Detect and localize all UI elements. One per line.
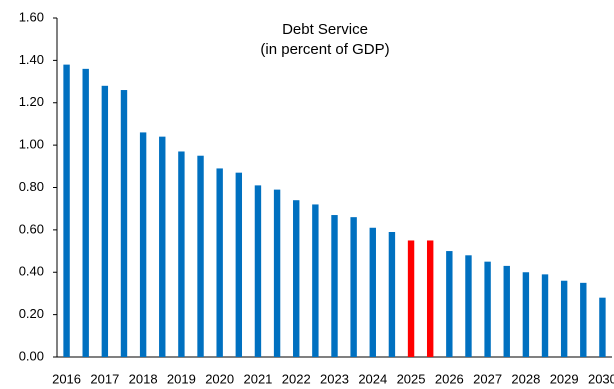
y-tick-label: 0.20 (19, 306, 44, 321)
y-tick-label: 0.80 (19, 179, 44, 194)
x-tick-label: 2018 (129, 371, 158, 386)
bar (599, 297, 606, 357)
x-tick-label: 2028 (511, 371, 540, 386)
x-tick-label: 2026 (435, 371, 464, 386)
y-tick-label: 0.40 (19, 264, 44, 279)
x-tick-label: 2016 (52, 371, 81, 386)
bar (139, 132, 147, 357)
bar (82, 68, 89, 357)
bar (560, 280, 568, 357)
chart-subtitle: (in percent of GDP) (260, 41, 389, 58)
bar (235, 172, 243, 357)
bar (273, 189, 281, 357)
bar (541, 274, 549, 357)
x-tick-label: 2022 (282, 371, 311, 386)
bar (388, 231, 396, 357)
bar (197, 155, 204, 357)
bar (446, 251, 453, 357)
bar (465, 255, 472, 357)
x-tick-label: 2025 (397, 371, 426, 386)
y-tick-label: 1.40 (19, 52, 44, 67)
bar (407, 240, 415, 357)
x-tick-label: 2017 (90, 371, 119, 386)
x-tick-label: 2023 (320, 371, 349, 386)
x-tick-label: 2024 (358, 371, 387, 386)
x-tick-label: 2019 (167, 371, 196, 386)
bar (312, 204, 319, 357)
x-tick-label: 2020 (205, 371, 234, 386)
y-tick-label: 0.60 (19, 221, 44, 236)
bar (331, 215, 338, 357)
y-tick-label: 1.20 (19, 94, 44, 109)
bar (350, 217, 357, 357)
bar (426, 240, 434, 357)
bar (503, 265, 510, 357)
bar (293, 200, 300, 357)
chart-title: Debt Service (282, 21, 368, 38)
bar (484, 261, 491, 357)
bar (580, 282, 587, 357)
bar (159, 136, 166, 357)
bar (254, 185, 262, 357)
bar (101, 85, 109, 358)
y-tick-label: 0.00 (19, 348, 44, 363)
bar (178, 151, 185, 357)
x-tick-label: 2027 (473, 371, 502, 386)
bar (369, 227, 376, 357)
x-tick-label: 2029 (550, 371, 579, 386)
x-tick-label: 2021 (243, 371, 272, 386)
y-tick-label: 1.00 (19, 137, 44, 152)
bar (522, 272, 530, 357)
bar (216, 168, 223, 357)
bar (120, 90, 128, 357)
x-tick-label: 2030 (588, 371, 614, 386)
bar (63, 64, 70, 358)
y-tick-label: 1.60 (19, 9, 44, 24)
